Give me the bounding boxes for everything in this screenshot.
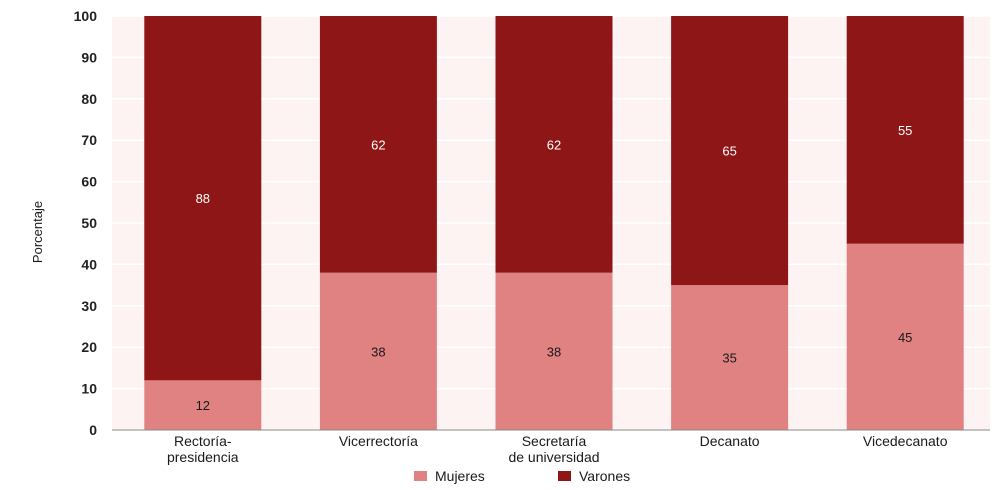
y-tick-label: 0 xyxy=(89,422,97,438)
data-label: 62 xyxy=(547,137,561,152)
x-tick-label: Rectoría-presidencia xyxy=(167,433,239,465)
data-label: 65 xyxy=(722,144,736,159)
data-label: 62 xyxy=(371,137,385,152)
data-label: 12 xyxy=(196,398,210,413)
data-label: 35 xyxy=(722,351,736,366)
bar-segment-varones xyxy=(319,16,437,273)
legend: Mujeres Varones xyxy=(414,468,630,484)
data-label: 45 xyxy=(898,330,912,345)
y-tick-label: 60 xyxy=(81,174,97,190)
bar-segment-mujeres xyxy=(846,243,964,430)
bar-segment-varones xyxy=(846,16,964,244)
bar-segment-varones xyxy=(671,16,789,286)
legend-swatch-varones xyxy=(558,471,571,481)
y-tick-label: 70 xyxy=(81,132,97,148)
legend-label: Varones xyxy=(579,468,630,484)
bar-segment-mujeres xyxy=(144,380,262,430)
y-tick-label: 80 xyxy=(81,91,97,107)
x-tick-label: Secretaría de universidad xyxy=(508,433,599,465)
data-label: 38 xyxy=(371,344,385,359)
x-tick-label: Vicerrectoría xyxy=(339,433,418,449)
y-tick-label: 10 xyxy=(81,381,97,397)
bar-segment-mujeres xyxy=(319,272,437,430)
bar-segment-mujeres xyxy=(671,285,789,430)
data-labels: 12 88 38 62 38 62 35 65 45 55 xyxy=(196,123,913,413)
data-label: 38 xyxy=(547,344,561,359)
legend-swatch-mujeres xyxy=(414,471,427,481)
data-label: 55 xyxy=(898,123,912,138)
y-tick-label: 20 xyxy=(81,339,97,355)
y-tick-label: 30 xyxy=(81,298,97,314)
y-tick-label: 40 xyxy=(81,256,97,272)
legend-label: Mujeres xyxy=(435,468,485,484)
bar-segment-varones xyxy=(144,16,262,381)
x-tick-label: Decanato xyxy=(700,433,760,449)
y-tick-label: 100 xyxy=(74,8,98,24)
y-tick-label: 50 xyxy=(81,215,97,231)
x-tick-label: Vicedecanato xyxy=(863,433,948,449)
bar-segment-varones xyxy=(495,16,613,273)
y-axis-label: Porcentaje xyxy=(30,201,45,263)
bars xyxy=(144,16,964,430)
y-tick-label: 90 xyxy=(81,49,97,65)
bar-segment-mujeres xyxy=(495,272,613,430)
data-label: 88 xyxy=(196,191,210,206)
axes: 0 10 20 30 40 50 60 70 80 90 100 Rectoría-presidenc… xyxy=(74,8,990,465)
